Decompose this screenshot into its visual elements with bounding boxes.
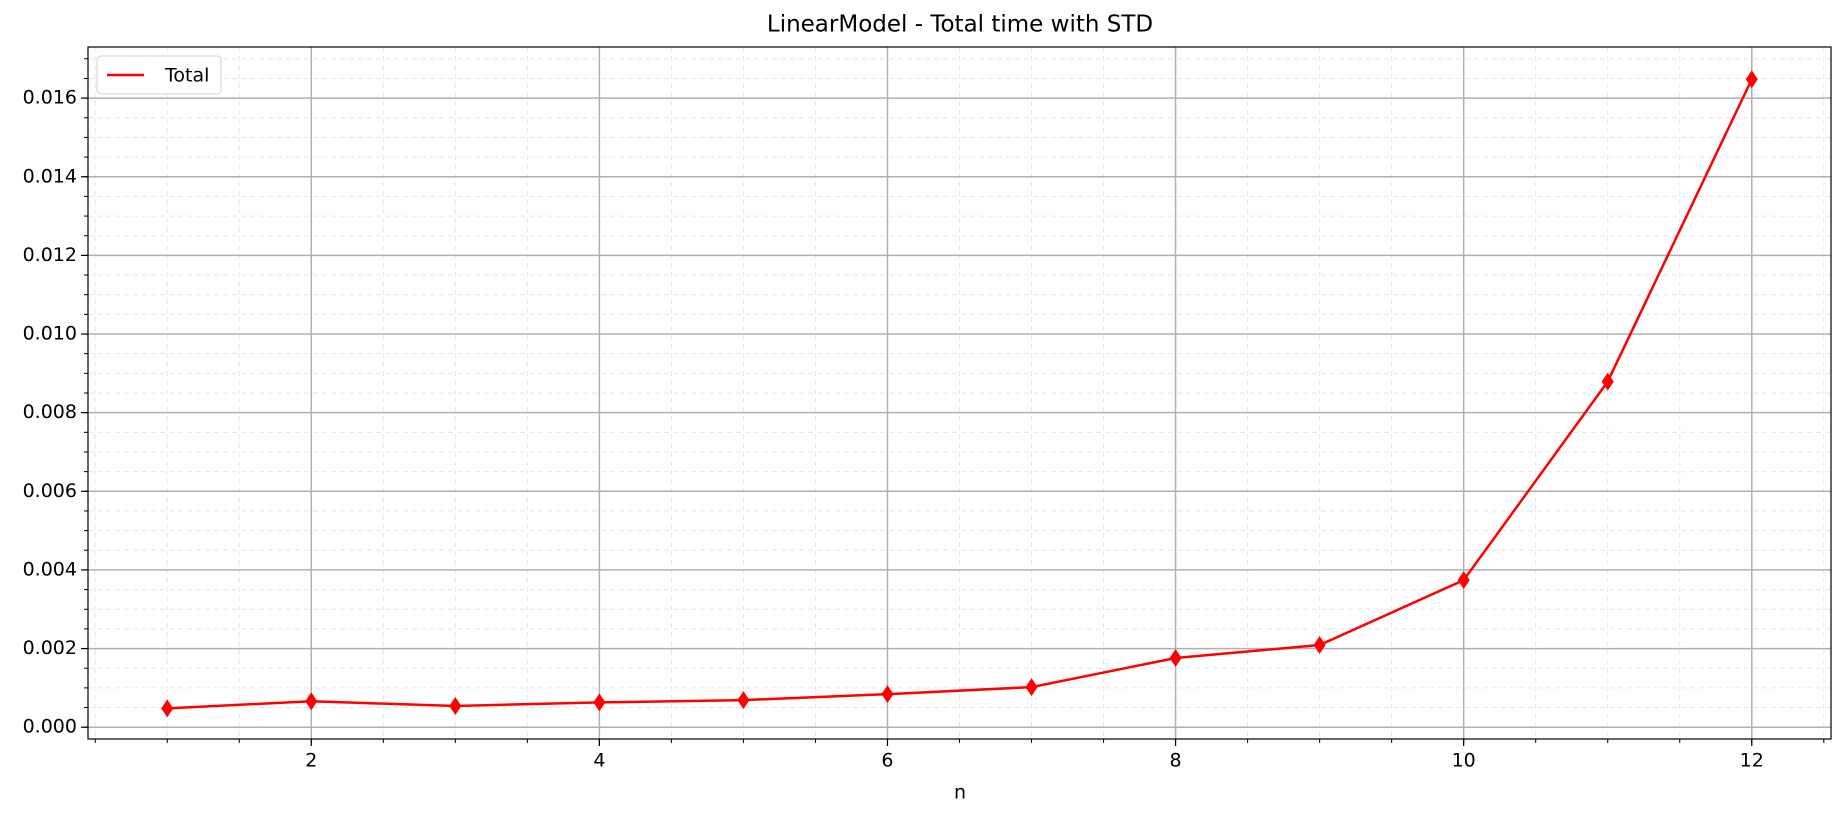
marker xyxy=(737,691,750,710)
marker xyxy=(449,696,462,715)
y-tick-label: 0.004 xyxy=(23,558,77,580)
x-tick-label: 6 xyxy=(881,750,893,772)
marker xyxy=(305,692,318,711)
x-tick-label: 8 xyxy=(1170,750,1182,772)
x-tick-label: 12 xyxy=(1740,750,1764,772)
x-tick-label: 2 xyxy=(305,750,317,772)
series-line xyxy=(167,78,1753,710)
marker xyxy=(1169,649,1182,668)
y-tick-label: 0.006 xyxy=(23,480,77,502)
y-tick-label: 0.016 xyxy=(23,87,77,109)
marker xyxy=(1457,571,1470,590)
y-tick-label: 0.014 xyxy=(23,165,77,187)
chart-title: LinearModel - Total time with STD xyxy=(767,12,1153,38)
x-axis-label: n xyxy=(954,782,966,804)
y-tick-label: 0.008 xyxy=(23,401,77,423)
marker xyxy=(161,699,174,718)
plot-frame xyxy=(87,46,1832,740)
legend-box xyxy=(96,55,222,95)
marker xyxy=(1313,636,1326,655)
marker xyxy=(881,685,894,704)
x-tick-label: 10 xyxy=(1452,750,1476,772)
marker xyxy=(1025,678,1038,697)
y-tick-label: 0.002 xyxy=(23,637,77,659)
y-tick-label: 0.000 xyxy=(23,716,77,738)
legend-label: Total xyxy=(164,65,209,87)
y-tick-label: 0.010 xyxy=(23,323,77,345)
marker xyxy=(1745,70,1758,89)
marker xyxy=(1601,372,1614,391)
y-tick-label: 0.012 xyxy=(23,244,77,266)
x-tick-label: 4 xyxy=(593,750,605,772)
marker xyxy=(593,693,606,712)
